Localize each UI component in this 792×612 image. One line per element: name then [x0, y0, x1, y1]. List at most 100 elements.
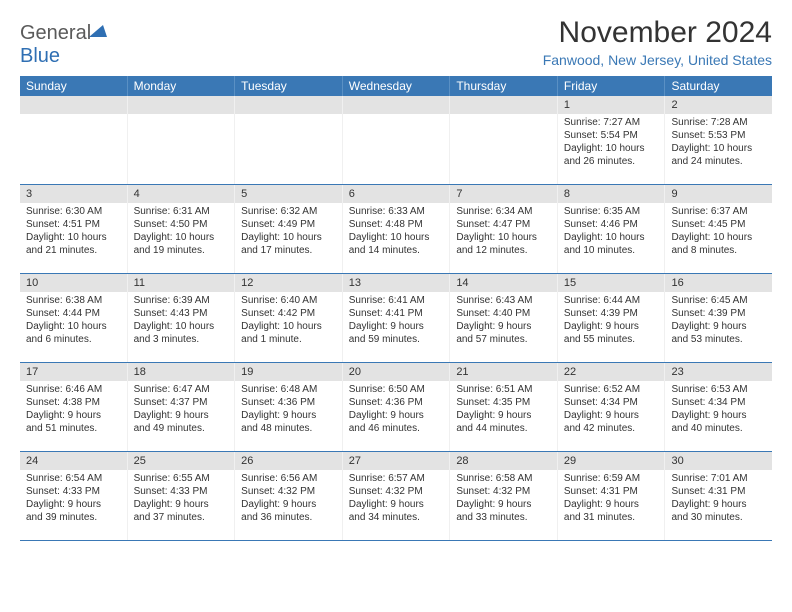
day-number [343, 96, 450, 114]
weeks-container: 1Sunrise: 7:27 AMSunset: 5:54 PMDaylight… [20, 96, 772, 541]
sunrise-text: Sunrise: 6:54 AM [26, 472, 121, 485]
sunset-text: Sunset: 4:33 PM [26, 485, 121, 498]
day-details: Sunrise: 6:40 AMSunset: 4:42 PMDaylight:… [235, 292, 342, 350]
day-cell [20, 96, 128, 184]
sunrise-text: Sunrise: 7:01 AM [671, 472, 766, 485]
daylight-text: and 51 minutes. [26, 422, 121, 435]
sunrise-text: Sunrise: 6:31 AM [134, 205, 229, 218]
sunrise-text: Sunrise: 6:37 AM [671, 205, 766, 218]
day-number: 18 [128, 363, 235, 381]
daylight-text: and 48 minutes. [241, 422, 336, 435]
day-cell: 7Sunrise: 6:34 AMSunset: 4:47 PMDaylight… [450, 185, 558, 273]
day-details: Sunrise: 7:27 AMSunset: 5:54 PMDaylight:… [558, 114, 665, 172]
daylight-text: Daylight: 9 hours [671, 498, 766, 511]
day-details [20, 114, 127, 174]
month-title: November 2024 [543, 16, 772, 50]
daylight-text: and 31 minutes. [564, 511, 659, 524]
sunset-text: Sunset: 4:32 PM [349, 485, 444, 498]
day-cell: 19Sunrise: 6:48 AMSunset: 4:36 PMDayligh… [235, 363, 343, 451]
sunrise-text: Sunrise: 6:38 AM [26, 294, 121, 307]
daylight-text: Daylight: 9 hours [26, 498, 121, 511]
daylight-text: Daylight: 9 hours [564, 320, 659, 333]
day-cell: 17Sunrise: 6:46 AMSunset: 4:38 PMDayligh… [20, 363, 128, 451]
daylight-text: and 21 minutes. [26, 244, 121, 257]
sunset-text: Sunset: 4:31 PM [564, 485, 659, 498]
day-number [128, 96, 235, 114]
day-cell: 2Sunrise: 7:28 AMSunset: 5:53 PMDaylight… [665, 96, 772, 184]
sunrise-text: Sunrise: 6:41 AM [349, 294, 444, 307]
calendar-grid: Sunday Monday Tuesday Wednesday Thursday… [20, 76, 772, 541]
day-details: Sunrise: 6:53 AMSunset: 4:34 PMDaylight:… [665, 381, 772, 439]
day-details: Sunrise: 6:39 AMSunset: 4:43 PMDaylight:… [128, 292, 235, 350]
weekday-monday: Monday [128, 76, 236, 96]
weekday-sunday: Sunday [20, 76, 128, 96]
sunrise-text: Sunrise: 6:48 AM [241, 383, 336, 396]
day-details [343, 114, 450, 174]
day-number: 10 [20, 274, 127, 292]
weekday-friday: Friday [558, 76, 666, 96]
sunrise-text: Sunrise: 6:51 AM [456, 383, 551, 396]
day-details: Sunrise: 7:01 AMSunset: 4:31 PMDaylight:… [665, 470, 772, 528]
sunset-text: Sunset: 4:35 PM [456, 396, 551, 409]
daylight-text: and 26 minutes. [564, 155, 659, 168]
day-details: Sunrise: 6:46 AMSunset: 4:38 PMDaylight:… [20, 381, 127, 439]
sunset-text: Sunset: 4:48 PM [349, 218, 444, 231]
sunset-text: Sunset: 4:32 PM [456, 485, 551, 498]
day-number: 25 [128, 452, 235, 470]
day-number: 12 [235, 274, 342, 292]
day-cell [128, 96, 236, 184]
day-cell: 14Sunrise: 6:43 AMSunset: 4:40 PMDayligh… [450, 274, 558, 362]
sunset-text: Sunset: 4:34 PM [671, 396, 766, 409]
daylight-text: Daylight: 10 hours [26, 231, 121, 244]
sunset-text: Sunset: 4:45 PM [671, 218, 766, 231]
day-details: Sunrise: 6:38 AMSunset: 4:44 PMDaylight:… [20, 292, 127, 350]
daylight-text: Daylight: 10 hours [241, 231, 336, 244]
day-number: 2 [665, 96, 772, 114]
sunrise-text: Sunrise: 6:45 AM [671, 294, 766, 307]
day-details [450, 114, 557, 174]
day-cell: 5Sunrise: 6:32 AMSunset: 4:49 PMDaylight… [235, 185, 343, 273]
sunrise-text: Sunrise: 6:39 AM [134, 294, 229, 307]
daylight-text: and 36 minutes. [241, 511, 336, 524]
sunrise-text: Sunrise: 6:50 AM [349, 383, 444, 396]
day-cell: 21Sunrise: 6:51 AMSunset: 4:35 PMDayligh… [450, 363, 558, 451]
daylight-text: and 49 minutes. [134, 422, 229, 435]
daylight-text: and 19 minutes. [134, 244, 229, 257]
day-details: Sunrise: 6:43 AMSunset: 4:40 PMDaylight:… [450, 292, 557, 350]
daylight-text: and 12 minutes. [456, 244, 551, 257]
day-number: 16 [665, 274, 772, 292]
daylight-text: Daylight: 10 hours [241, 320, 336, 333]
daylight-text: and 6 minutes. [26, 333, 121, 346]
day-details: Sunrise: 7:28 AMSunset: 5:53 PMDaylight:… [665, 114, 772, 172]
sunrise-text: Sunrise: 6:55 AM [134, 472, 229, 485]
week-row: 24Sunrise: 6:54 AMSunset: 4:33 PMDayligh… [20, 452, 772, 541]
day-cell: 4Sunrise: 6:31 AMSunset: 4:50 PMDaylight… [128, 185, 236, 273]
daylight-text: Daylight: 10 hours [349, 231, 444, 244]
sunrise-text: Sunrise: 6:43 AM [456, 294, 551, 307]
day-number: 23 [665, 363, 772, 381]
sunset-text: Sunset: 4:36 PM [241, 396, 336, 409]
daylight-text: and 30 minutes. [671, 511, 766, 524]
daylight-text: and 53 minutes. [671, 333, 766, 346]
daylight-text: Daylight: 9 hours [134, 498, 229, 511]
sunset-text: Sunset: 4:50 PM [134, 218, 229, 231]
week-row: 10Sunrise: 6:38 AMSunset: 4:44 PMDayligh… [20, 274, 772, 363]
daylight-text: and 17 minutes. [241, 244, 336, 257]
sunrise-text: Sunrise: 6:52 AM [564, 383, 659, 396]
daylight-text: Daylight: 10 hours [564, 142, 659, 155]
sunset-text: Sunset: 4:34 PM [564, 396, 659, 409]
daylight-text: and 33 minutes. [456, 511, 551, 524]
sunset-text: Sunset: 4:40 PM [456, 307, 551, 320]
day-number: 4 [128, 185, 235, 203]
location-text: Fanwood, New Jersey, United States [543, 52, 772, 68]
sunset-text: Sunset: 4:37 PM [134, 396, 229, 409]
day-cell: 29Sunrise: 6:59 AMSunset: 4:31 PMDayligh… [558, 452, 666, 540]
week-row: 1Sunrise: 7:27 AMSunset: 5:54 PMDaylight… [20, 96, 772, 185]
weekday-header-row: Sunday Monday Tuesday Wednesday Thursday… [20, 76, 772, 96]
daylight-text: Daylight: 9 hours [241, 409, 336, 422]
daylight-text: Daylight: 10 hours [134, 320, 229, 333]
header: General Blue November 2024 Fanwood, New … [20, 16, 772, 68]
day-cell: 18Sunrise: 6:47 AMSunset: 4:37 PMDayligh… [128, 363, 236, 451]
day-details: Sunrise: 6:52 AMSunset: 4:34 PMDaylight:… [558, 381, 665, 439]
daylight-text: Daylight: 9 hours [241, 498, 336, 511]
